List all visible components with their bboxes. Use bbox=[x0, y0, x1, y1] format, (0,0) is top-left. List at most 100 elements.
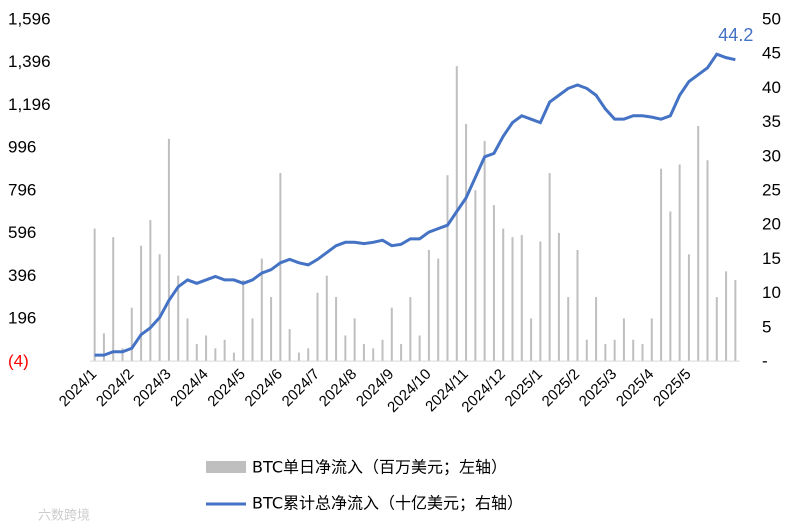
legend-label: BTC累计总净流入（十亿美元；右轴） bbox=[252, 494, 523, 513]
bar bbox=[223, 339, 226, 362]
bar bbox=[511, 237, 514, 362]
bar bbox=[279, 173, 282, 362]
x-tick-label: 2024/2 bbox=[93, 366, 137, 410]
y2-tick-label: - bbox=[762, 351, 768, 370]
bar bbox=[288, 329, 291, 362]
bar bbox=[427, 249, 430, 362]
bar bbox=[251, 318, 254, 362]
y2-tick-label: 5 bbox=[762, 317, 771, 336]
y2-tick-label: 35 bbox=[762, 112, 781, 131]
bar bbox=[130, 307, 133, 362]
bar bbox=[93, 228, 96, 362]
bar bbox=[446, 175, 449, 362]
bar bbox=[604, 344, 607, 362]
bar bbox=[465, 123, 468, 362]
y2-tick-label: 10 bbox=[762, 283, 781, 302]
bar bbox=[697, 126, 700, 362]
bar bbox=[567, 297, 570, 362]
bar bbox=[121, 348, 124, 362]
x-tick-label: 2025/1 bbox=[502, 366, 546, 410]
bar bbox=[548, 173, 551, 362]
bar bbox=[232, 352, 235, 362]
y-tick-label: 1,196 bbox=[8, 95, 51, 114]
y2-tick-label: 40 bbox=[762, 78, 781, 97]
bar bbox=[381, 339, 384, 362]
bar bbox=[530, 318, 533, 362]
bar bbox=[242, 279, 245, 362]
bar bbox=[186, 318, 189, 362]
bar bbox=[418, 335, 421, 362]
y2-tick-label: 45 bbox=[762, 44, 781, 63]
bar bbox=[140, 245, 143, 362]
bar bbox=[585, 339, 588, 362]
y2-tick-label: 15 bbox=[762, 249, 781, 268]
bar bbox=[706, 160, 709, 362]
bar bbox=[409, 297, 412, 362]
y2-tick-label: 25 bbox=[762, 180, 781, 199]
bar bbox=[102, 333, 105, 362]
bar bbox=[660, 168, 663, 362]
y-tick-label: 996 bbox=[8, 138, 36, 157]
bar bbox=[400, 344, 403, 362]
bar bbox=[576, 249, 579, 362]
bar bbox=[725, 271, 728, 362]
legend-label: BTC单日净流入（百万美元；左轴） bbox=[252, 458, 507, 477]
bar bbox=[613, 339, 616, 362]
bar bbox=[149, 220, 152, 362]
bar bbox=[502, 228, 505, 362]
x-tick-label: 2024/4 bbox=[167, 366, 211, 410]
bar bbox=[734, 279, 737, 362]
bar bbox=[335, 297, 338, 362]
bar bbox=[390, 307, 393, 362]
watermark: 六数跨境 bbox=[38, 509, 90, 524]
bar bbox=[557, 232, 560, 362]
bar bbox=[539, 241, 542, 362]
y-tick-label: 796 bbox=[8, 180, 36, 199]
bar bbox=[195, 344, 198, 362]
bar bbox=[307, 348, 310, 362]
bar bbox=[260, 258, 263, 362]
bar bbox=[214, 348, 217, 362]
x-tick-label: 2024/8 bbox=[316, 366, 360, 410]
annotation: 44.2 bbox=[718, 25, 753, 45]
bar bbox=[437, 258, 440, 362]
line bbox=[94, 52, 736, 357]
bar bbox=[669, 211, 672, 362]
bar bbox=[483, 140, 486, 362]
x-tick-label: 2024/5 bbox=[204, 366, 248, 410]
bar bbox=[325, 275, 328, 362]
bar bbox=[632, 339, 635, 362]
y2-tick-label: 50 bbox=[762, 9, 781, 28]
y-tick-label: 596 bbox=[8, 223, 36, 242]
bar bbox=[177, 275, 180, 362]
bar bbox=[158, 254, 161, 362]
x-tick-label: 2024/6 bbox=[242, 366, 286, 410]
y-tick-label: (4) bbox=[8, 351, 29, 370]
legend-swatch bbox=[206, 461, 246, 473]
bar bbox=[362, 344, 365, 362]
bar bbox=[112, 237, 115, 362]
y2-tick-label: 20 bbox=[762, 215, 781, 234]
bar bbox=[641, 344, 644, 362]
y-tick-label: 1,596 bbox=[8, 9, 51, 28]
x-tick-label: 2024/7 bbox=[279, 366, 323, 410]
y-tick-label: 1,396 bbox=[8, 52, 51, 71]
bar bbox=[270, 297, 273, 362]
bar bbox=[474, 190, 477, 362]
x-tick-label: 2025/5 bbox=[650, 366, 694, 410]
y-tick-label: 396 bbox=[8, 266, 36, 285]
bar bbox=[715, 297, 718, 362]
bar bbox=[353, 318, 356, 362]
bar bbox=[687, 254, 690, 362]
x-tick-label: 2024/1 bbox=[56, 366, 100, 410]
bar bbox=[520, 235, 523, 362]
x-tick-label: 2025/3 bbox=[576, 366, 620, 410]
bar bbox=[595, 297, 598, 362]
x-tick-label: 2025/4 bbox=[613, 366, 657, 410]
bar bbox=[492, 205, 495, 362]
bar bbox=[372, 348, 375, 362]
bar bbox=[167, 138, 170, 362]
bar bbox=[344, 335, 347, 362]
bar bbox=[316, 292, 319, 362]
